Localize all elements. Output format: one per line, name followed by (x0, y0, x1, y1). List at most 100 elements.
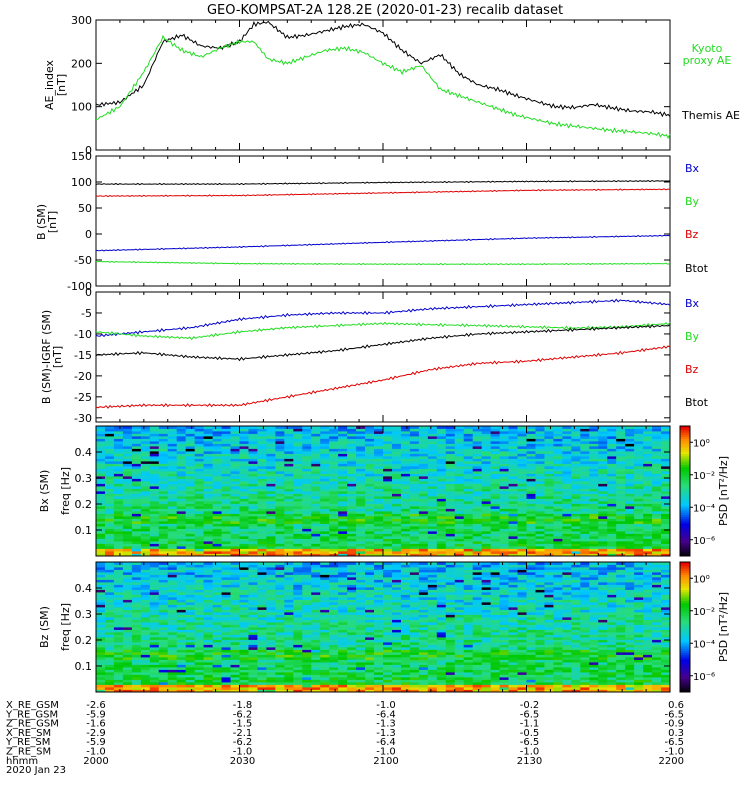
bz-spec-cell (149, 682, 160, 685)
bz-spec-cell (221, 572, 231, 575)
bx-spec-cell (463, 511, 474, 514)
bz-spec-cell (194, 674, 205, 678)
bx-spec-cell (562, 533, 572, 537)
bx-spec-cell (607, 453, 617, 457)
bx-spec-cell (490, 483, 500, 487)
bz-spec-cell (176, 567, 187, 570)
bz-spec-cell (122, 579, 133, 583)
bx-spec-cell (185, 528, 196, 532)
bz-spec-cell (167, 597, 178, 600)
bx-spec-cell (553, 526, 563, 529)
bx-spec-cell (356, 448, 366, 452)
bx-spec-cell (661, 506, 671, 509)
bx-spec-cell (230, 496, 240, 499)
bx-spec-cell (508, 526, 518, 529)
bz-spec-cell (122, 582, 133, 585)
bx-spec-cell (571, 526, 581, 529)
bx-spec-cell (517, 426, 527, 429)
bx-spec-cell (643, 471, 653, 474)
bx-spec-cell (409, 466, 420, 469)
bx-spec-cell (454, 483, 465, 487)
bz-spec-cell (122, 652, 133, 655)
bz-spec-cell (113, 642, 124, 645)
bx-spec-cell (167, 531, 178, 534)
bx-spec-cell (203, 466, 213, 469)
bz-spec-cell (203, 659, 213, 663)
bx-spec-cell (374, 538, 384, 542)
bx-spec-cell (176, 456, 187, 459)
bx-spec-cell (356, 493, 366, 497)
bx-spec-cell (266, 473, 276, 477)
bz-spec-cell (293, 567, 303, 570)
bx-spec-cell (212, 428, 222, 432)
bx-spec-cell (562, 443, 572, 447)
bx-spec-cell (544, 513, 554, 517)
bx-spec-cell (427, 458, 438, 462)
bz-spec-cell (104, 679, 115, 683)
bz-spec-cell (158, 582, 169, 585)
bx-spec-cell (607, 456, 617, 459)
bx-spec-cell (391, 476, 402, 479)
bx-spec-cell (230, 501, 240, 504)
bx-spec-cell (365, 438, 375, 442)
bx-spec-cell (607, 436, 617, 439)
bx-spec-cell (176, 538, 187, 542)
bz-spec-cell (104, 659, 115, 663)
bz-spec-cell (293, 634, 303, 638)
bx-spec-cell (463, 473, 474, 477)
bz-spec-cell (257, 624, 267, 628)
bx-spec-cell (490, 528, 500, 532)
bx-spec-cell (625, 483, 635, 487)
bx-spec-cell (643, 431, 653, 434)
bz-spec-cell (302, 602, 312, 605)
bx-spec-cell (418, 521, 429, 524)
bx-spec-cell (589, 431, 599, 434)
bx-spec-cell (194, 438, 205, 442)
bx-spec-cell (239, 503, 249, 507)
bx-spec-cell (293, 553, 303, 557)
bz-spec-cell (221, 682, 231, 685)
bx-spec-cell (634, 466, 644, 469)
bx-spec-cell (499, 518, 509, 522)
bz-spec-cell (203, 589, 213, 593)
bx-spec-cell (544, 478, 554, 482)
bx-spec-cell (643, 473, 653, 477)
bx-spec-cell (391, 506, 402, 509)
bx-spec-cell (104, 443, 115, 447)
bx-spec-cell (347, 486, 357, 489)
bx-spec-cell (383, 511, 393, 514)
bz-spec-cell (194, 667, 205, 670)
bx-spec-cell (230, 426, 240, 429)
bx-spec-cell (104, 508, 115, 512)
bx-spec-cell (445, 446, 456, 449)
bx-spec-cell (149, 513, 160, 517)
bz-spec-cell (221, 679, 231, 683)
bx-spec-cell (481, 436, 492, 439)
bx-spec-cell (652, 523, 662, 527)
bz-spec-cell (266, 579, 276, 583)
bx-spec-cell (257, 503, 267, 507)
bx-spec-cell (418, 498, 429, 502)
bx-spec-cell (320, 486, 330, 489)
bz-spec-cell (140, 669, 151, 673)
bz-spec-cell (257, 679, 267, 683)
bz-spec-cell (104, 579, 115, 583)
bx-spec-cell (383, 553, 393, 557)
bx-spec-cell (454, 551, 465, 554)
bx-spec-cell (239, 441, 249, 444)
bx-spec-cell (535, 456, 545, 459)
bx-spec-cell (598, 461, 608, 464)
bz-spec-cell (194, 682, 205, 685)
bz-spec-cell (212, 584, 222, 588)
bx-spec-cell (661, 553, 671, 557)
bx-spec-cell (535, 473, 545, 477)
bx-spec-cell (625, 511, 635, 514)
bx-spec-cell (167, 523, 178, 527)
bz-spec-cell (275, 607, 285, 610)
bx-spec-cell (391, 441, 402, 444)
bx-spec-cell (338, 443, 348, 447)
bx-spec-cell (176, 553, 187, 557)
bz-spec-cell (113, 612, 124, 615)
bz-spec-cell (239, 612, 249, 615)
bx-spec-cell (562, 513, 572, 517)
